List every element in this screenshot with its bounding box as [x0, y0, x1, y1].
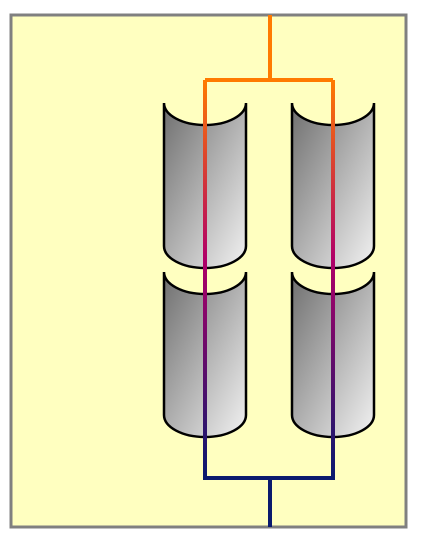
wire-network — [203, 15, 335, 527]
background-panel — [9, 13, 408, 529]
bottom-feed-wire — [205, 476, 333, 527]
top-feed-wire — [205, 15, 333, 82]
